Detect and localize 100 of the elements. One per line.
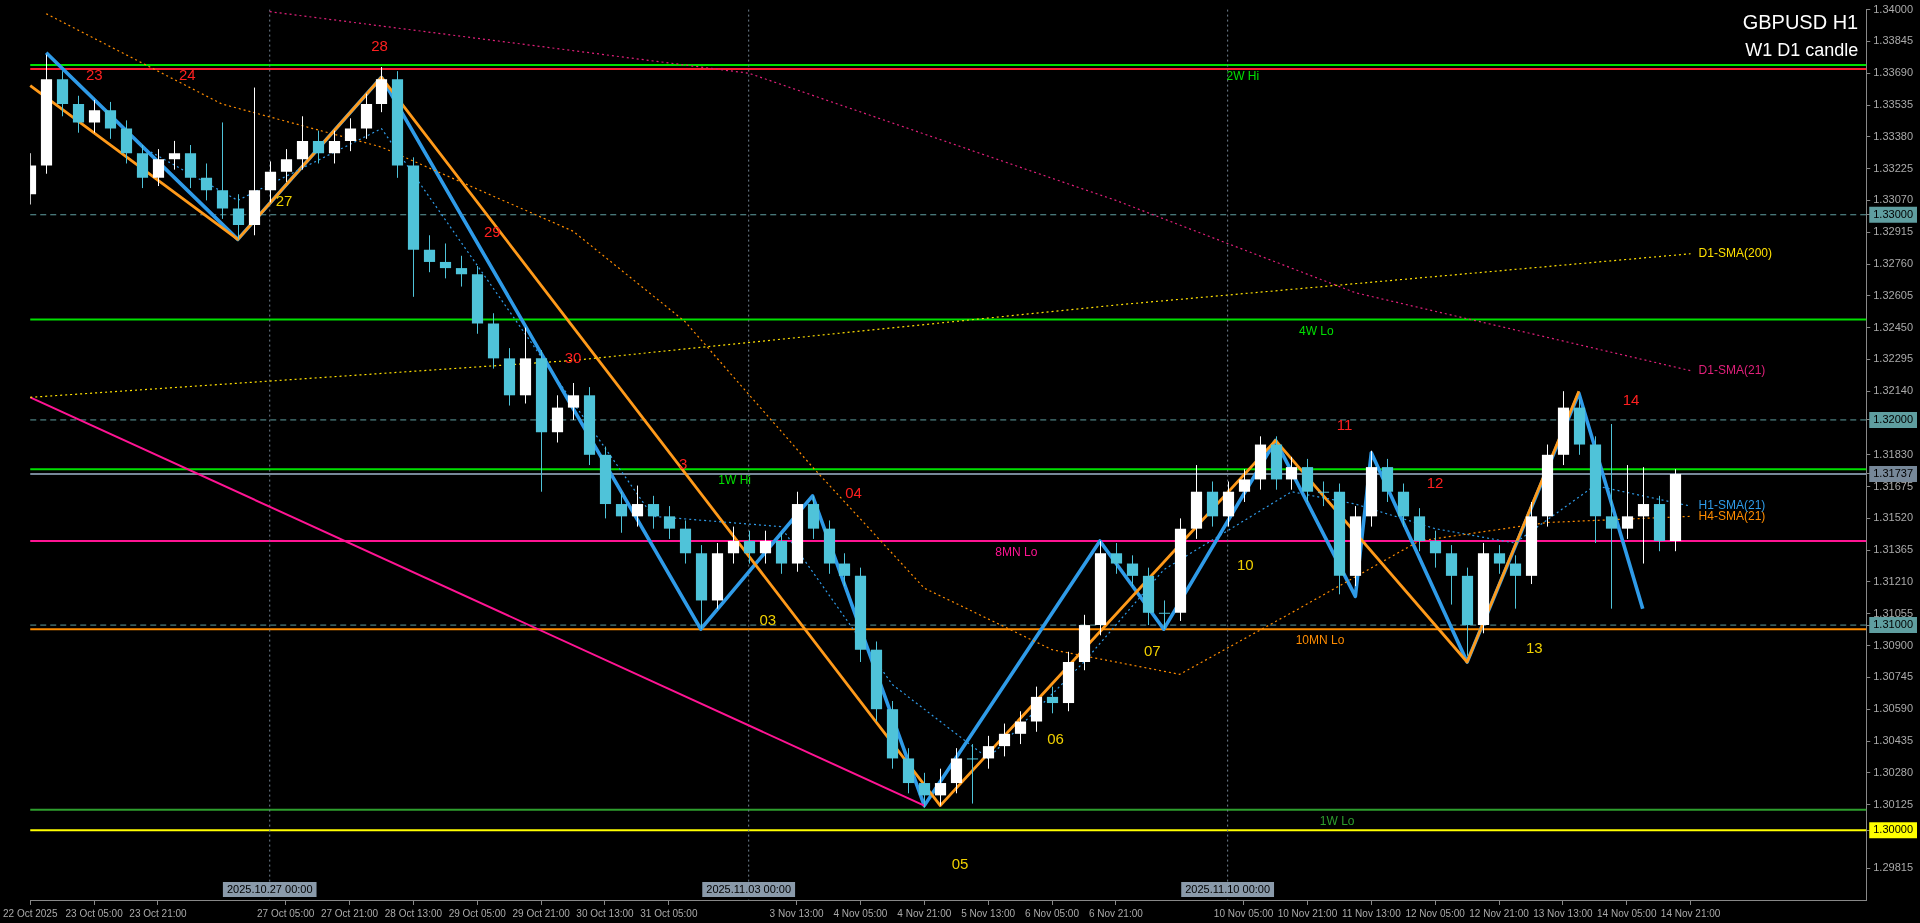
annotation: 28: [371, 36, 388, 54]
x-tick-label: 28 Oct 13:00: [384, 907, 443, 919]
annotation: 10: [1236, 555, 1254, 573]
candlestick: [838, 552, 851, 587]
annotation: 03: [759, 610, 777, 628]
x-tick-label: 29 Oct 05:00: [448, 907, 507, 919]
text: W1 D1 candle: [1745, 39, 1859, 60]
x-tick-label: 2025.10.27 00:00: [226, 883, 313, 896]
y-tick-label: 1.31520: [1873, 511, 1913, 524]
candlestick: [1126, 554, 1139, 587]
candlestick: [439, 242, 452, 279]
ref-line-label: 10MN Lo: [1295, 633, 1345, 648]
y-tick-label: 1.34000: [1873, 2, 1913, 15]
candlestick: [1317, 480, 1330, 507]
line-series: [269, 11, 1692, 372]
candlestick: [1493, 544, 1506, 575]
candlestick: [1285, 456, 1298, 491]
candlestick: [982, 735, 995, 770]
x-tick-label: 4 Nov 21:00: [897, 907, 952, 919]
candlestick: [200, 162, 213, 201]
candlestick: [344, 117, 357, 152]
x-tick-label: 29 Oct 21:00: [512, 907, 571, 919]
y-tick-label: 1.30900: [1873, 638, 1913, 651]
x-tick-label: 6 Nov 21:00: [1088, 907, 1144, 919]
candlestick: [1046, 686, 1059, 714]
candlestick: [918, 772, 931, 809]
y-tick-label: 1.32915: [1873, 225, 1913, 238]
candlestick: [232, 193, 245, 240]
annotation: 30: [564, 348, 582, 366]
y-tick-label: 1.33845: [1873, 34, 1913, 47]
y-tick-label: 1.29815: [1873, 861, 1913, 874]
annotation: 05: [951, 854, 969, 872]
y-tick-label: 1.32450: [1873, 320, 1913, 333]
x-tick-label: 23 Oct 05:00: [65, 907, 124, 919]
candlestick: [264, 160, 277, 203]
y-tick-label: 1.31000: [1873, 618, 1913, 631]
x-tick-label: 27 Oct 05:00: [257, 907, 315, 919]
candlestick: [423, 234, 436, 273]
candlestick: [1158, 599, 1171, 630]
x-tick-label: 10 Nov 21:00: [1277, 907, 1338, 919]
candlestick: [296, 115, 309, 171]
x-tick-label: 27 Oct 21:00: [320, 907, 379, 919]
candlestick: [1621, 464, 1634, 540]
y-tick-label: 1.33000: [1873, 207, 1913, 220]
candlestick: [759, 530, 772, 565]
candlestick: [1429, 530, 1442, 569]
candlestick: [216, 121, 229, 220]
x-tick-label: 2025.11.03 00:00: [706, 883, 792, 896]
annotation: 06: [1047, 729, 1064, 747]
candlestick: [280, 148, 293, 183]
chart-title: GBPUSD H1: [1742, 11, 1859, 34]
y-tick-label: 1.33380: [1873, 129, 1913, 142]
candlestick: [727, 526, 740, 565]
x-tick-label: 2025.11.10 00:00: [1185, 883, 1271, 896]
y-tick-label: 1.33225: [1873, 161, 1913, 174]
y-tick-label: 1.30280: [1873, 765, 1913, 778]
annotation: 24: [179, 66, 196, 84]
candlestick: [567, 382, 580, 421]
annotation: 13: [1525, 639, 1543, 657]
candlestick: [104, 101, 117, 140]
annotation: 12: [1426, 473, 1444, 491]
annotation: 27: [275, 192, 293, 210]
y-tick-label: 1.30590: [1873, 702, 1913, 715]
candlestick: [1110, 542, 1123, 575]
y-tick-label: 1.32605: [1873, 288, 1913, 301]
ref-line-label: 8MN Lo: [995, 545, 1038, 560]
series-label: D1-SMA(200): [1698, 246, 1772, 261]
candlestick: [743, 530, 756, 565]
y-tick-label: 1.31055: [1873, 606, 1913, 619]
annotation: 04: [845, 483, 862, 501]
x-tick-label: 6 Nov 05:00: [1025, 907, 1080, 919]
candlestick: [966, 743, 979, 805]
candlestick: [168, 140, 181, 171]
x-tick-label: 3 Nov 13:00: [769, 907, 824, 919]
candlestick: [1637, 466, 1650, 565]
x-tick-label: 12 Nov 05:00: [1405, 907, 1466, 919]
candlestick: [663, 505, 676, 540]
y-tick-label: 1.31830: [1873, 447, 1913, 460]
candlestick: [934, 768, 947, 807]
candlestick: [312, 130, 325, 164]
y-tick-label: 1.32140: [1873, 384, 1913, 397]
x-tick-label: 4 Nov 05:00: [833, 907, 888, 919]
candlestick: [998, 723, 1011, 757]
annotation: 23: [85, 66, 103, 84]
y-tick-label: 1.31210: [1873, 575, 1913, 588]
x-tick-label: 10 Nov 05:00: [1213, 907, 1274, 919]
x-tick-label: 14 Nov 21:00: [1660, 907, 1721, 919]
candlestick: [455, 255, 468, 288]
ref-line-label: 4W Lo: [1298, 323, 1334, 338]
x-tick-label: 12 Nov 21:00: [1469, 907, 1530, 919]
y-tick-label: 1.31365: [1873, 543, 1913, 556]
candlestick: [615, 491, 628, 534]
x-tick-label: 22 Oct 2025: [3, 907, 58, 919]
x-tick-label: 11 Nov 13:00: [1341, 907, 1402, 919]
candlestick: [1014, 710, 1027, 745]
annotation: 29: [483, 222, 501, 240]
y-tick-label: 1.31737: [1873, 466, 1913, 479]
x-tick-label: 23 Oct 21:00: [129, 907, 188, 919]
annotation: 14: [1622, 390, 1640, 408]
candlestick: [647, 495, 660, 530]
